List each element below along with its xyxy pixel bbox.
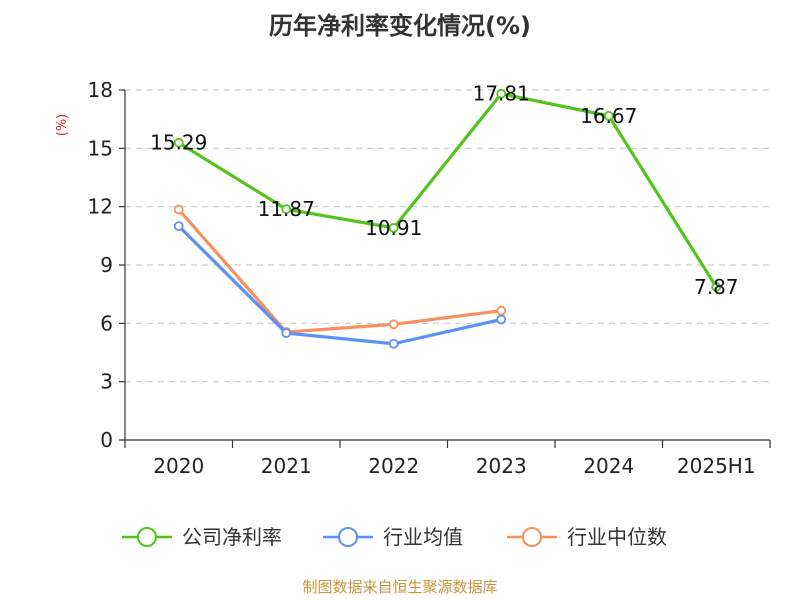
data-point-1-3 bbox=[496, 314, 507, 325]
data-point-0-3 bbox=[496, 88, 507, 99]
data-point-0-4 bbox=[603, 110, 614, 121]
data-point-2-0 bbox=[173, 204, 184, 215]
legend-item-2[interactable]: 行业中位数 bbox=[507, 525, 667, 549]
legend-label-2: 行业中位数 bbox=[567, 525, 667, 549]
data-label-2: 10.91 bbox=[365, 216, 422, 240]
x-tick-labels: 2020 2021 2022 2023 2024 2025H1 bbox=[153, 454, 755, 478]
legend-item-1[interactable]: 行业均值 bbox=[323, 525, 463, 549]
x-tick-label-1: 2021 bbox=[261, 454, 312, 478]
gridlines bbox=[125, 89, 770, 383]
y-tick-label-0: 0 bbox=[100, 428, 113, 452]
legend-label-1: 行业均值 bbox=[383, 525, 463, 549]
legend-label-0: 公司净利率 bbox=[182, 525, 282, 549]
chart-title: 历年净利率变化情况(%) bbox=[269, 12, 531, 40]
legend-marker-1 bbox=[338, 527, 358, 547]
series-1 bbox=[173, 221, 507, 349]
data-point-0-1 bbox=[281, 204, 292, 215]
y-tick-label-1: 3 bbox=[100, 370, 113, 394]
legend-item-0[interactable]: 公司净利率 bbox=[122, 525, 282, 549]
x-tick-label-3: 2023 bbox=[476, 454, 527, 478]
data-point-2-3 bbox=[496, 305, 507, 316]
axes bbox=[119, 89, 771, 448]
y-tick-label-2: 6 bbox=[100, 311, 113, 335]
series-lines bbox=[173, 88, 722, 349]
legend[interactable]: 公司净利率 行业均值 行业中位数 bbox=[122, 525, 667, 549]
x-tick-label-2: 2022 bbox=[368, 454, 419, 478]
data-point-1-1 bbox=[281, 328, 292, 338]
data-labels: 15.29 11.87 10.91 17.81 16.67 7.87 bbox=[150, 82, 738, 299]
data-point-0-2 bbox=[388, 222, 399, 233]
legend-marker-0 bbox=[137, 527, 157, 547]
data-point-0-0 bbox=[173, 137, 184, 148]
series-line-2 bbox=[177, 208, 502, 334]
legend-marker-2 bbox=[522, 527, 542, 547]
data-label-3: 17.81 bbox=[473, 82, 530, 106]
data-point-2-2 bbox=[388, 319, 399, 330]
series-line-1 bbox=[177, 224, 502, 346]
series-line-0 bbox=[177, 92, 718, 288]
data-label-4: 16.67 bbox=[580, 104, 637, 128]
data-point-0-5 bbox=[711, 282, 722, 292]
y-tick-label-5: 15 bbox=[88, 136, 113, 160]
x-tick-label-0: 2020 bbox=[153, 454, 204, 478]
series-0 bbox=[173, 88, 722, 292]
y-tick-label-6: 18 bbox=[88, 78, 113, 102]
data-label-1: 11.87 bbox=[258, 197, 315, 221]
data-label-5: 7.87 bbox=[694, 275, 739, 299]
data-point-1-0 bbox=[173, 221, 184, 232]
data-label-0: 15.29 bbox=[150, 131, 207, 155]
data-point-1-2 bbox=[388, 338, 399, 349]
y-axis-unit: (%) bbox=[55, 114, 70, 137]
source-note: 制图数据来自恒生聚源数据库 bbox=[302, 578, 497, 596]
y-tick-label-4: 12 bbox=[88, 195, 113, 219]
x-tick-label-4: 2024 bbox=[583, 454, 634, 478]
y-tick-labels: 0 3 6 9 12 15 18 bbox=[88, 78, 113, 452]
x-tick-label-5: 2025H1 bbox=[677, 454, 756, 478]
y-tick-label-3: 9 bbox=[100, 253, 113, 277]
